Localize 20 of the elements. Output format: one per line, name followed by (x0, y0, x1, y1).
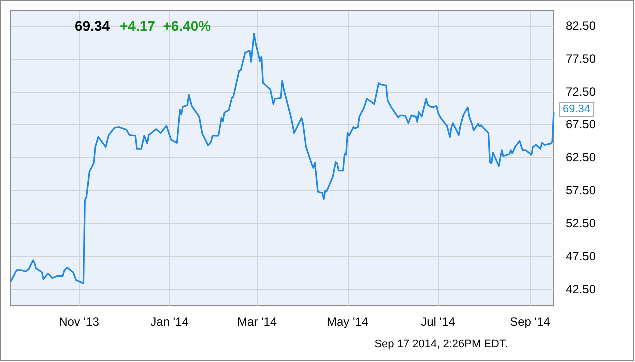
y-tick-label: 62.50 (566, 150, 596, 165)
y-tick-label: 82.50 (566, 18, 596, 33)
y-tick-label: 72.50 (566, 84, 596, 99)
y-tick-label: 67.50 (566, 118, 596, 132)
text: +4.17 +6.40% (120, 18, 212, 34)
x-tick-label: Jan '14 (150, 315, 190, 329)
x-tick-label: Nov '13 (59, 315, 100, 329)
x-tick-label: Jul '14 (421, 315, 456, 329)
y-tick-label: 77.50 (566, 52, 596, 66)
x-tick-label: Mar '14 (237, 315, 278, 329)
text: 69.34 (75, 18, 110, 34)
x-tick-label: Sep '14 (510, 315, 551, 329)
y-tick-label: 57.50 (566, 184, 596, 198)
annotation: 69.34 (563, 104, 591, 116)
x-tick-label: May '14 (326, 315, 369, 329)
line-series (10, 32, 555, 284)
text: Sep 17 2014, 2:26PM EDT. (374, 338, 508, 350)
y-tick-label: 52.50 (566, 216, 596, 231)
y-tick-label: 47.50 (566, 250, 596, 264)
y-tick-label: 42.50 (566, 282, 596, 297)
